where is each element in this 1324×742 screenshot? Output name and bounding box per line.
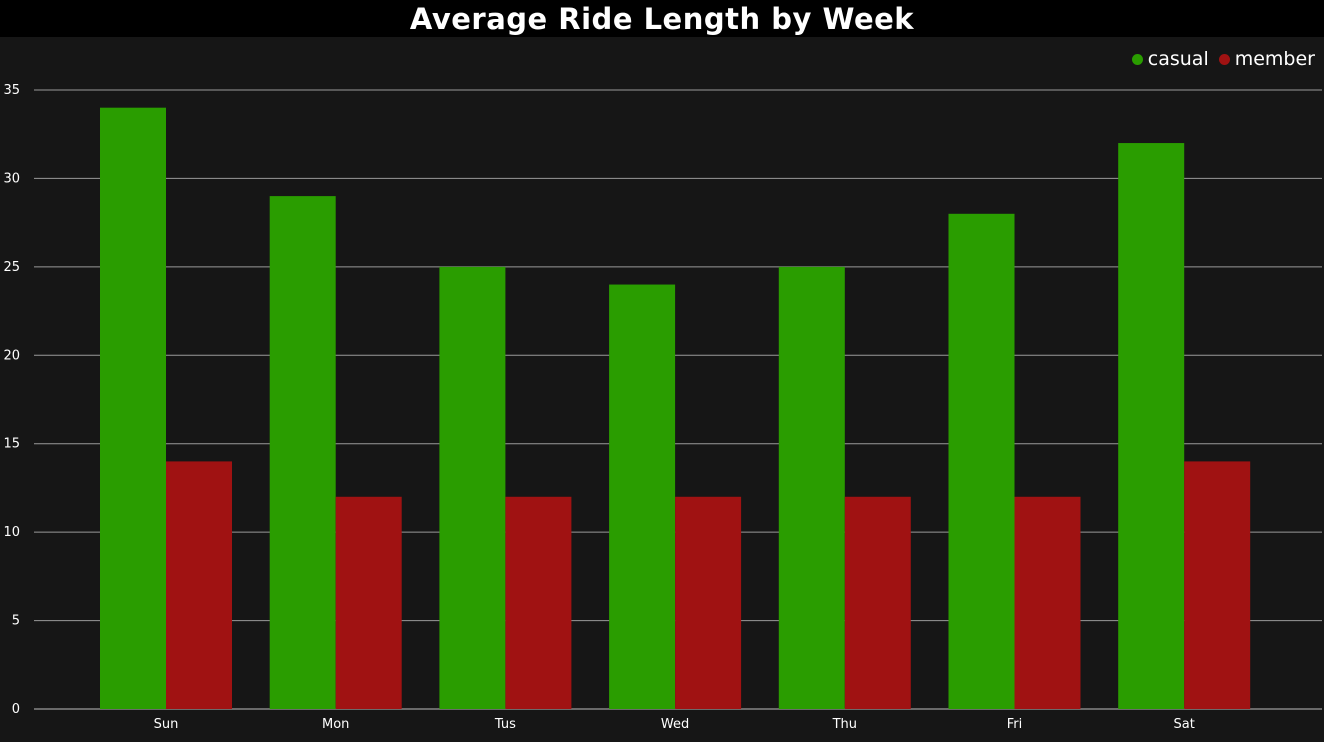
bar-casual-wed[interactable] — [609, 284, 676, 709]
x-tick-label: Thu — [832, 717, 857, 732]
chart-title: Average Ride Length by Week — [409, 1, 915, 36]
bar-casual-sat[interactable] — [1118, 143, 1185, 710]
bar-casual-sun[interactable] — [100, 107, 166, 709]
x-tick-label: Sat — [1174, 717, 1195, 732]
x-tick-label: Sun — [154, 717, 179, 732]
x-tick-label: Mon — [322, 717, 349, 732]
y-tick-label: 5 — [12, 614, 20, 629]
y-tick-label: 20 — [3, 348, 20, 363]
x-tick-label: Wed — [661, 717, 689, 732]
bar-member-sun[interactable] — [166, 461, 232, 709]
bar-member-sat[interactable] — [1184, 461, 1251, 709]
title-bar: Average Ride Length by Week — [0, 0, 1324, 37]
legend-dot-casual-icon — [1131, 53, 1143, 65]
legend-label-casual: casual — [1147, 48, 1209, 70]
legend-label-member: member — [1234, 48, 1315, 70]
bar-member-tus[interactable] — [505, 496, 572, 709]
x-tick-label: Tus — [494, 717, 516, 732]
bar-member-mon[interactable] — [335, 496, 402, 709]
x-tick-label: Fri — [1007, 717, 1023, 732]
y-tick-label: 35 — [3, 83, 20, 98]
y-tick-label: 25 — [3, 260, 20, 275]
bar-casual-thu[interactable] — [778, 266, 845, 709]
y-tick-label: 15 — [3, 437, 20, 452]
legend: casual member — [1131, 48, 1315, 70]
bar-casual-fri[interactable] — [948, 213, 1015, 710]
legend-item-casual[interactable]: casual — [1131, 48, 1209, 70]
y-tick-label: 30 — [3, 171, 20, 186]
bar-casual-tus[interactable] — [439, 266, 506, 709]
legend-dot-member-icon — [1218, 53, 1230, 65]
bar-member-wed[interactable] — [675, 496, 742, 709]
legend-item-member[interactable]: member — [1218, 48, 1315, 70]
y-tick-label: 0 — [12, 702, 20, 717]
bar-member-thu[interactable] — [844, 496, 911, 709]
y-tick-label: 10 — [3, 525, 20, 540]
bar-casual-mon[interactable] — [269, 196, 336, 710]
bar-member-fri[interactable] — [1014, 496, 1081, 709]
